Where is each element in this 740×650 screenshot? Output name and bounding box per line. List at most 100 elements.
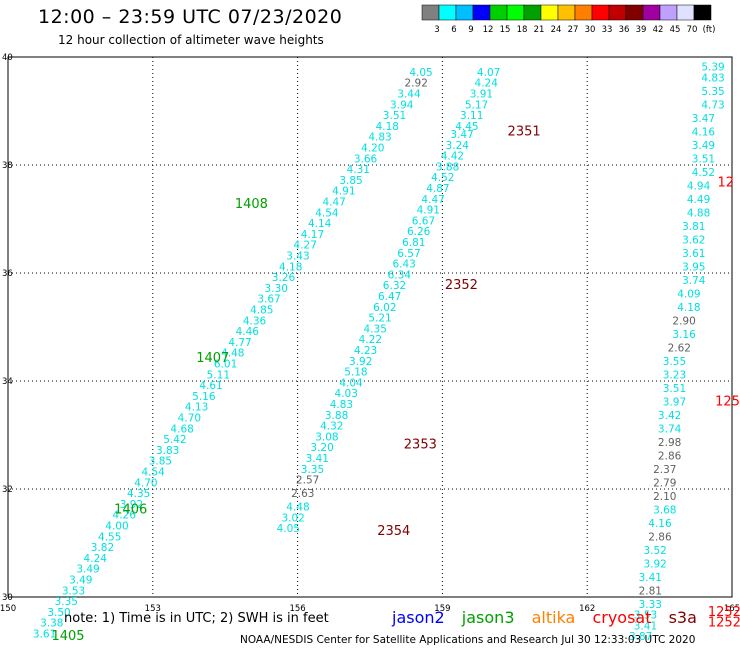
swh-value: 4.20 [361, 143, 384, 155]
swh-value: 4.48 [221, 348, 244, 360]
swh-value: 4.83 [701, 72, 724, 84]
swh-value: 3.87 [629, 631, 652, 643]
colorbar-label: 36 [619, 25, 630, 35]
swh-value: 5.11 [207, 369, 230, 381]
satellite-altika: altika [531, 608, 576, 627]
swh-value: 3.82 [91, 542, 114, 554]
y-tick-label: 38 [2, 161, 13, 171]
swh-value: 4.00 [105, 521, 128, 533]
swh-value: 4.47 [421, 194, 444, 206]
swh-value: 4.04 [339, 377, 363, 389]
swh-value: 4.42 [441, 151, 464, 163]
swh-value: 4.18 [376, 121, 399, 133]
swh-value: 4.18 [677, 302, 700, 314]
colorbar-swatch [676, 4, 695, 21]
pass-id-label: 12 [718, 176, 735, 191]
color-legend-bar: 3 6 9 12 15 18 21 24 27 30 33 36 39 42 45 70 (ft) [421, 4, 716, 35]
swh-value: 4.26 [113, 510, 137, 522]
swh-value: 3.68 [653, 504, 676, 516]
satellite-cryosat: cryosat [592, 608, 652, 627]
swh-value: 3.74 [682, 275, 706, 287]
swh-value: 3.16 [672, 329, 696, 341]
y-tick-label: 36 [2, 269, 13, 279]
swh-value: 2.86 [648, 531, 672, 543]
pass-id-label: 2354 [377, 524, 410, 539]
wave-height-labels: 4.052.923.443.943.514.184.834.203.664.31… [33, 62, 740, 645]
swh-value: 4.77 [228, 337, 251, 349]
credit-line: NOAA/NESDIS Center for Satellite Applica… [240, 634, 696, 646]
swh-value: 3.50 [47, 607, 70, 619]
swh-value: 4.52 [692, 167, 715, 179]
swh-value: 3.24 [446, 140, 470, 152]
colorbar-label: 39 [636, 25, 647, 35]
colorbar-swatch [659, 4, 678, 21]
swh-value: 3.11 [460, 110, 483, 122]
swh-value: 4.85 [250, 305, 273, 317]
swh-value: 4.27 [294, 240, 317, 252]
swh-value: 3.47 [692, 113, 715, 125]
swh-value: 4.94 [687, 180, 711, 192]
swh-value: 3.02 [281, 512, 304, 524]
swh-value: 3.61 [682, 248, 705, 260]
swh-value: 4.83 [368, 132, 391, 144]
swh-value: 4.83 [330, 399, 353, 411]
pass-id-label: 1406 [114, 502, 147, 517]
colorbar-swatch [557, 4, 576, 21]
pass-id-label: 1252 [708, 616, 740, 631]
swh-value: 3.35 [301, 464, 324, 476]
plot-area [7, 56, 733, 598]
colorbar-label: 9 [468, 25, 473, 35]
colorbar-swatch [540, 4, 559, 21]
swh-value: 3.51 [663, 383, 686, 395]
swh-value: 3.67 [257, 294, 280, 306]
satellite-jason2: jason2 [392, 608, 445, 627]
swh-value: 4.55 [98, 531, 121, 543]
pass-id-label: 1408 [235, 197, 268, 212]
swh-value: 2.79 [653, 477, 676, 489]
swh-value: 4.48 [286, 502, 309, 514]
swh-value: 5.18 [344, 367, 367, 379]
swh-value: 4.91 [417, 205, 440, 217]
swh-value: 4.88 [687, 207, 710, 219]
swh-value: 5.35 [701, 86, 724, 98]
swh-value: 3.92 [120, 499, 143, 511]
swh-value: 4.73 [701, 99, 724, 111]
swh-value: 4.49 [687, 194, 710, 206]
swh-value: 4.47 [322, 197, 345, 209]
colorbar-label: 24 [551, 25, 562, 35]
swh-value: 4.24 [475, 78, 499, 90]
swh-value: 3.38 [40, 618, 63, 630]
swh-value: 4.68 [170, 423, 193, 435]
swh-value: 4.52 [431, 172, 454, 184]
swh-value: 4.05 [409, 67, 432, 79]
swh-value: 4.16 [648, 518, 672, 530]
x-tick-label: 153 [145, 604, 161, 614]
y-tick-label: 32 [2, 485, 13, 495]
footnote: note: 1) Time is in UTC; 2) SWH is in fe… [64, 611, 329, 626]
swh-value: 4.91 [332, 186, 355, 198]
swh-value: 4.05 [277, 523, 300, 535]
satellite-s3a: s3a [668, 608, 697, 627]
swh-value: 2.98 [658, 437, 681, 449]
chart-title: 12:00 – 23:59 UTC 07/23/2020 [38, 6, 343, 28]
swh-value: 4.31 [347, 164, 370, 176]
satellite-jason3: jason3 [461, 608, 515, 627]
swh-value: 6.81 [402, 237, 425, 249]
swh-value: 4.87 [426, 183, 449, 195]
swh-value: 3.55 [663, 356, 686, 368]
swh-value: 6.01 [214, 359, 237, 371]
colorbar-label: 30 [585, 25, 596, 35]
colorbar-label: (ft) [703, 25, 716, 35]
swh-value: 3.95 [682, 261, 705, 273]
swh-value: 2.62 [668, 342, 691, 354]
swh-value: 6.32 [383, 280, 406, 292]
swh-value: 2.37 [653, 464, 676, 476]
swh-value: 3.92 [349, 356, 372, 368]
colorbar-label: 18 [517, 25, 528, 35]
swh-value: 3.26 [272, 272, 296, 284]
swh-value: 3.23 [663, 369, 686, 381]
colorbar-label: 6 [451, 25, 456, 35]
swh-value: 6.26 [407, 226, 431, 238]
swh-value: 3.53 [634, 610, 657, 622]
swh-value: 3.33 [639, 599, 662, 611]
